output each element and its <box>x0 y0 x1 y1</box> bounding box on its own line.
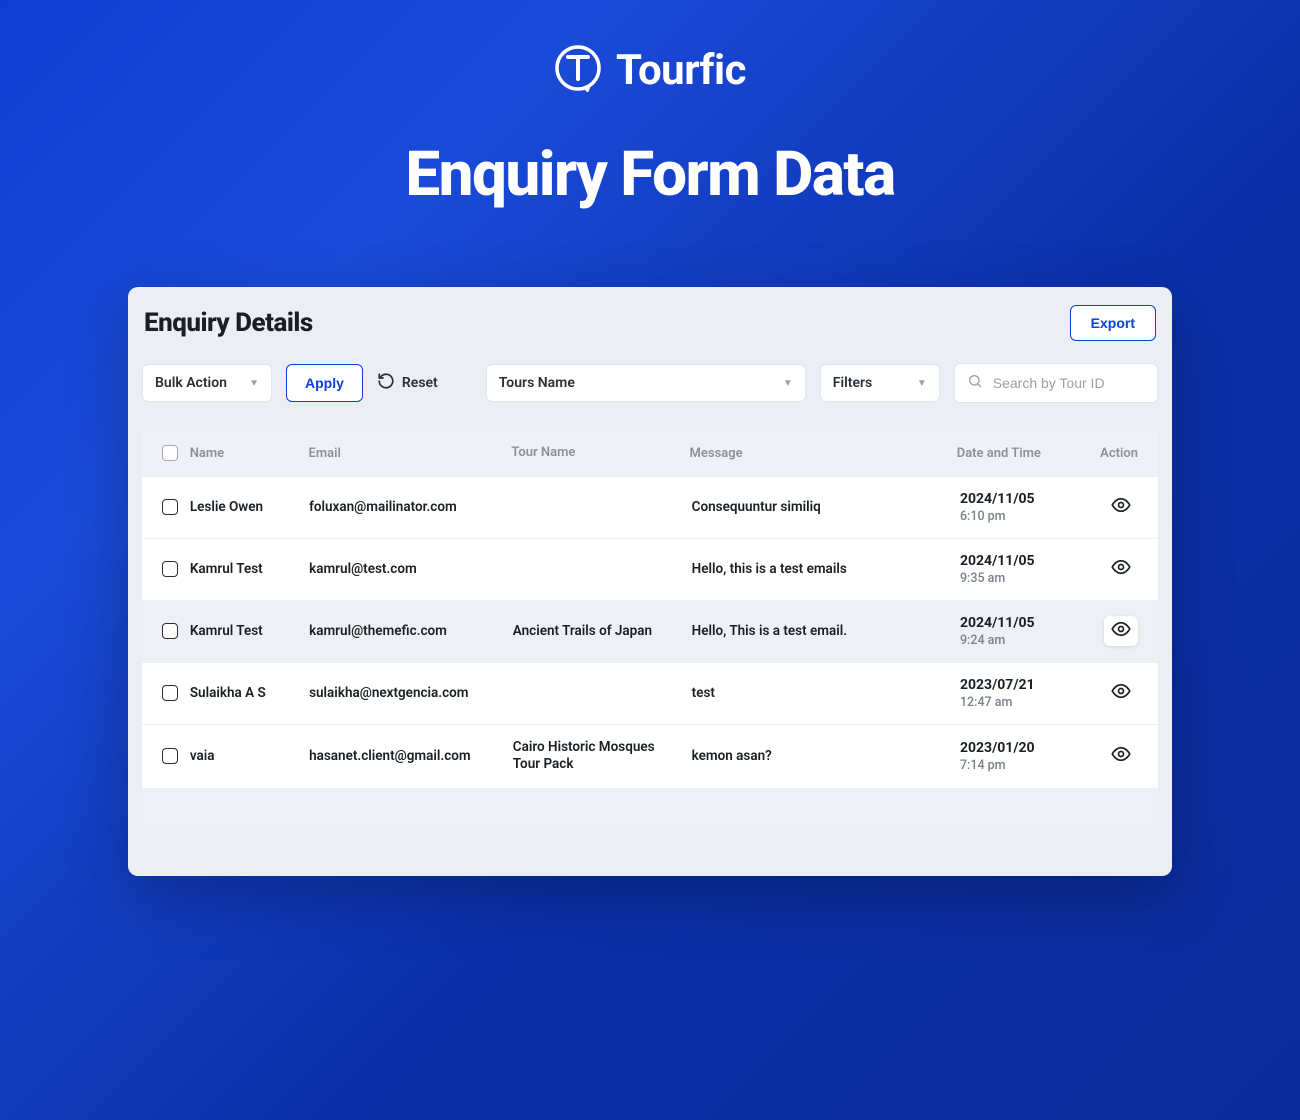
column-header-date: Date and Time <box>957 446 1100 461</box>
filters-select[interactable]: Filters ▼ <box>820 364 940 402</box>
table-footer <box>142 788 1158 826</box>
column-header-action: Action <box>1100 446 1138 461</box>
tours-name-label: Tours Name <box>499 375 575 391</box>
chevron-down-icon: ▼ <box>917 378 927 389</box>
eye-icon <box>1111 744 1131 768</box>
table-row[interactable]: Kamrul Testkamrul@test.com Hello, this is… <box>142 538 1158 600</box>
view-button[interactable] <box>1104 741 1138 771</box>
cell-email: sulaikha@nextgencia.com <box>309 685 513 701</box>
toolbar: Bulk Action ▼ Apply Reset Tours Name ▼ <box>142 363 1158 403</box>
export-button[interactable]: Export <box>1070 305 1156 341</box>
tours-name-select[interactable]: Tours Name ▼ <box>486 364 806 402</box>
cell-email: foluxan@mailinator.com <box>309 499 513 515</box>
brand-name: Tourfic <box>616 46 746 95</box>
table-row[interactable]: Sulaikha A Ssulaikha@nextgencia.com test2… <box>142 662 1158 724</box>
cell-date: 2024/11/059:24 am <box>960 615 1104 648</box>
search-icon <box>967 373 983 393</box>
reset-icon <box>377 372 395 394</box>
cell-name: Sulaikha A S <box>190 685 309 701</box>
cell-message: Consequuntur similiq <box>692 499 960 515</box>
search-input[interactable] <box>993 375 1145 391</box>
cell-date: 2023/07/2112:47 am <box>960 677 1104 710</box>
search-box[interactable] <box>954 363 1158 403</box>
cell-email: hasanet.client@gmail.com <box>309 748 513 764</box>
table-row[interactable]: vaiahasanet.client@gmail.comCairo Histor… <box>142 724 1158 788</box>
cell-message: Hello, this is a test emails <box>692 561 960 577</box>
filters-label: Filters <box>833 375 872 391</box>
row-checkbox[interactable] <box>162 623 178 639</box>
apply-button[interactable]: Apply <box>286 364 363 402</box>
chevron-down-icon: ▼ <box>783 378 793 389</box>
cell-tour: Ancient Trails of Japan <box>513 623 692 641</box>
row-checkbox[interactable] <box>162 685 178 701</box>
cell-date: 2024/11/059:35 am <box>960 553 1104 586</box>
cell-name: vaia <box>190 748 309 764</box>
select-all-checkbox[interactable] <box>162 445 178 461</box>
cell-date: 2023/01/207:14 pm <box>960 740 1104 773</box>
row-checkbox[interactable] <box>162 499 178 515</box>
view-button[interactable] <box>1104 492 1138 522</box>
row-checkbox[interactable] <box>162 748 178 764</box>
eye-icon <box>1111 557 1131 581</box>
eye-icon <box>1111 495 1131 519</box>
column-header-name: Name <box>190 446 309 461</box>
table-row[interactable]: Leslie Owenfoluxan@mailinator.com Consequ… <box>142 476 1158 538</box>
table-row[interactable]: Kamrul Testkamrul@themefic.comAncient Tr… <box>142 600 1158 662</box>
cell-message: test <box>692 685 960 701</box>
eye-icon <box>1111 619 1131 643</box>
bulk-action-select[interactable]: Bulk Action ▼ <box>142 364 272 402</box>
reset-label: Reset <box>402 375 438 391</box>
enquiry-table: Name Email Tour Name Message Date and Ti… <box>142 431 1158 826</box>
cell-name: Leslie Owen <box>190 499 309 515</box>
cell-email: kamrul@test.com <box>309 561 513 577</box>
cell-message: Hello, This is a test email. <box>692 623 960 639</box>
view-button[interactable] <box>1104 616 1138 646</box>
cell-name: Kamrul Test <box>190 623 309 639</box>
bulk-action-label: Bulk Action <box>155 375 227 391</box>
cell-tour: Cairo Historic Mosques Tour Pack <box>513 739 692 774</box>
column-header-tour: Tour Name <box>511 445 689 462</box>
chevron-down-icon: ▼ <box>249 378 259 389</box>
page-hero-title: Enquiry Form Data <box>405 138 894 211</box>
row-checkbox[interactable] <box>162 561 178 577</box>
view-button[interactable] <box>1104 678 1138 708</box>
brand-icon <box>554 44 602 96</box>
panel-title: Enquiry Details <box>144 308 313 338</box>
column-header-message: Message <box>690 446 957 461</box>
brand-logo: Tourfic <box>554 44 746 96</box>
column-header-email: Email <box>309 446 512 461</box>
cell-name: Kamrul Test <box>190 561 309 577</box>
cell-message: kemon asan? <box>692 748 960 764</box>
table-header-row: Name Email Tour Name Message Date and Ti… <box>142 431 1158 476</box>
eye-icon <box>1111 681 1131 705</box>
view-button[interactable] <box>1104 554 1138 584</box>
enquiry-panel: Enquiry Details Export Bulk Action ▼ App… <box>128 287 1172 876</box>
cell-date: 2024/11/056:10 pm <box>960 491 1104 524</box>
cell-email: kamrul@themefic.com <box>309 623 513 639</box>
reset-button[interactable]: Reset <box>377 372 438 394</box>
